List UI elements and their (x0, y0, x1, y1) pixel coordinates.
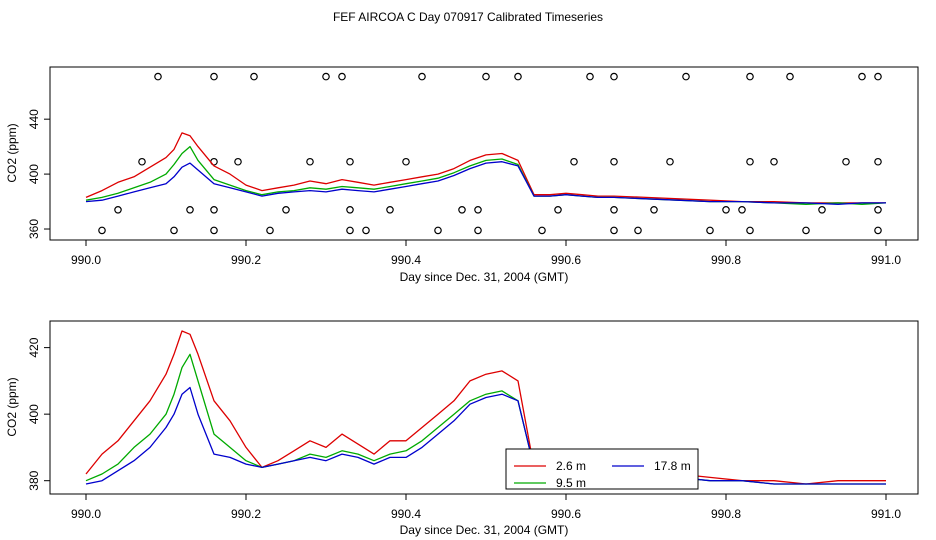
calibration-marker (682, 72, 690, 81)
bottom-ytick-label: 400 (27, 404, 41, 424)
calibration-marker (250, 72, 258, 81)
top-series-17.8m (85, 161, 886, 205)
top-xtick-label: 990.0 (71, 253, 101, 267)
calibration-marker (266, 226, 274, 235)
calibration-marker (434, 226, 442, 235)
top-ytick-label: 440 (27, 109, 41, 129)
calibration-marker (362, 226, 370, 235)
legend-label-17.8m: 17.8 m (654, 459, 691, 473)
top-xtick-label: 990.4 (391, 253, 421, 267)
calibration-marker (570, 157, 578, 166)
calibration-marker (386, 205, 394, 214)
calibration-marker (610, 157, 618, 166)
calibration-marker (722, 205, 730, 214)
bottom-xtick-label: 990.6 (551, 507, 581, 521)
calibration-marker (346, 157, 354, 166)
calibration-marker (346, 226, 354, 235)
calibration-marker (418, 72, 426, 81)
calibration-marker (706, 226, 714, 235)
calibration-marker (858, 72, 866, 81)
calibration-marker (346, 205, 354, 214)
calibration-marker (402, 157, 410, 166)
calibration-marker (746, 226, 754, 235)
top-xtick-label: 991.0 (871, 253, 901, 267)
top-xtick-label: 990.8 (711, 253, 741, 267)
calibration-marker (210, 226, 218, 235)
legend: 2.6 m 9.5 m 17.8 m (505, 448, 699, 490)
legend-box (505, 448, 699, 490)
top-plot-frame (49, 66, 919, 241)
calibration-marker (514, 72, 522, 81)
top-xtick-label: 990.6 (551, 253, 581, 267)
calibration-marker (114, 205, 122, 214)
bottom-xtick-label: 990.2 (231, 507, 261, 521)
calibration-marker (322, 72, 330, 81)
calibration-marker (874, 226, 882, 235)
bottom-ylabel: CO2 (ppm) (5, 377, 19, 436)
calibration-marker (786, 72, 794, 81)
calibration-marker (746, 72, 754, 81)
top-xtick-label: 990.2 (231, 253, 261, 267)
bottom-series-17.8m (85, 386, 886, 485)
calibration-marker (610, 226, 618, 235)
calibration-marker (210, 72, 218, 81)
calibration-marker (842, 157, 850, 166)
calibration-marker (610, 205, 618, 214)
calibration-marker (282, 205, 290, 214)
bottom-xtick-label: 991.0 (871, 507, 901, 521)
calibration-marker (482, 72, 490, 81)
bottom-plot-frame (49, 320, 919, 495)
top-xlabel: Day since Dec. 31, 2004 (GMT) (400, 270, 569, 284)
top-circle-markers (98, 72, 882, 235)
calibration-marker (234, 157, 242, 166)
figure-title: FEF AIRCOA C Day 070917 Calibrated Times… (333, 10, 603, 24)
calibration-marker (538, 226, 546, 235)
calibration-marker (338, 72, 346, 81)
calibration-marker (818, 205, 826, 214)
top-ytick-label: 400 (27, 164, 41, 184)
calibration-marker (474, 226, 482, 235)
bottom-ytick-label: 380 (27, 470, 41, 490)
bottom-ytick-label: 420 (27, 337, 41, 357)
bottom-axes: 990.0 990.2 990.4 990.6 990.8 991.0 380 400 420 (27, 337, 901, 521)
calibration-marker (634, 226, 642, 235)
calibration-marker (738, 205, 746, 214)
calibration-marker (306, 157, 314, 166)
calibration-marker (610, 72, 618, 81)
calibration-marker (650, 205, 658, 214)
calibration-marker (666, 157, 674, 166)
legend-label-2.6m: 2.6 m (556, 459, 586, 473)
calibration-marker (554, 205, 562, 214)
top-panel: 990.0 990.2 990.4 990.6 990.8 991.0360400440 … (5, 66, 919, 284)
bottom-panel: 990.0 990.2 990.4 990.6 990.8 991.0380400420 … (5, 320, 919, 537)
top-ytick-label: 360 (27, 219, 41, 239)
calibration-marker (802, 226, 810, 235)
calibration-marker (138, 157, 146, 166)
calibration-marker (874, 205, 882, 214)
bottom-xlabel: Day since Dec. 31, 2004 (GMT) (400, 523, 569, 537)
bottom-xtick-label: 990.4 (391, 507, 421, 521)
bottom-series (85, 330, 886, 485)
top-ylabel: CO2 (ppm) (5, 123, 19, 182)
calibration-marker (154, 72, 162, 81)
legend-label-9.5m: 9.5 m (556, 476, 586, 490)
calibration-marker (586, 72, 594, 81)
bottom-xtick-label: 990.0 (71, 507, 101, 521)
top-axes: 990.0 990.2 990.4 990.6 990.8 991.0 360 400 440 (27, 109, 901, 267)
calibration-marker (770, 157, 778, 166)
top-series (85, 132, 887, 205)
calibration-marker (186, 205, 194, 214)
calibration-marker (874, 72, 882, 81)
calibration-marker (170, 226, 178, 235)
top-series-2.6m (85, 132, 886, 204)
calibration-marker (98, 226, 106, 235)
calibration-marker (874, 157, 882, 166)
calibration-marker (210, 205, 218, 214)
calibration-marker (458, 205, 466, 214)
calibration-marker (746, 157, 754, 166)
bottom-xtick-label: 990.8 (711, 507, 741, 521)
calibration-marker (474, 205, 482, 214)
